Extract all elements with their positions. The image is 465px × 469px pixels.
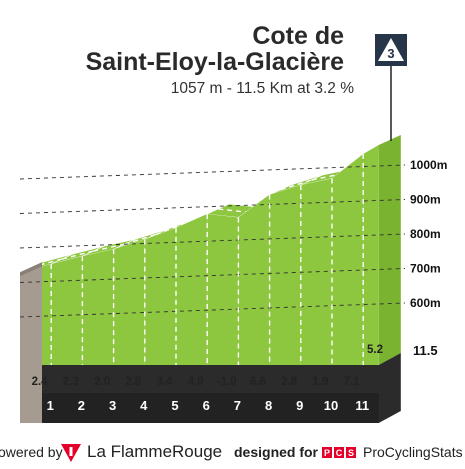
flamme-rouge-logo-icon xyxy=(61,444,81,462)
profile-front-face xyxy=(176,213,208,365)
profile-front-face xyxy=(82,249,114,365)
powered-by-text: owered by xyxy=(0,444,63,460)
km-marker: 7 xyxy=(234,398,241,413)
climb-title-line2: Saint-Eloy-la-Glacière xyxy=(85,48,344,76)
profile-front-face xyxy=(238,194,270,365)
top-face-dash xyxy=(280,179,313,191)
gradient-label: 2.4 xyxy=(32,376,49,388)
km-marker: 6 xyxy=(203,398,210,413)
gradient-label: 2.8 xyxy=(125,376,142,388)
gradient-label: 2.0 xyxy=(94,376,110,388)
top-face-dash xyxy=(124,233,157,245)
profile-front-face xyxy=(269,185,301,365)
climb-stats: 1057 m - 11.5 Km at 3.2 % xyxy=(170,80,354,97)
climb-category-badge: 3 xyxy=(375,34,407,141)
gradient-label: -1.0 xyxy=(217,376,237,388)
top-face-dash xyxy=(155,222,188,236)
altitude-tick-label: 700m xyxy=(410,262,441,276)
profile-base-front xyxy=(42,393,379,423)
profile-labels: 600m 700m 800m 900m 1000m 2.4 2.3 2.0 2.8 3.4 4.0 -… xyxy=(32,158,448,413)
altitude-tick-label: 800m xyxy=(410,227,441,241)
altitude-tick-label: 900m xyxy=(410,193,441,207)
gradient-label: 4.0 xyxy=(188,376,204,388)
profile-front-face xyxy=(51,256,83,365)
gradient-label: 5.2 xyxy=(367,344,383,356)
gradient-label: 6.6 xyxy=(250,376,266,388)
profile-front-face xyxy=(363,144,379,365)
altitude-gridline xyxy=(19,164,406,180)
altitude-tick-label: 1000m xyxy=(410,158,447,172)
km-marker: 5 xyxy=(171,398,178,413)
final-km-label: 11.5 xyxy=(413,343,438,358)
gradient-label: 2.3 xyxy=(63,376,79,388)
km-marker: 2 xyxy=(78,398,85,413)
km-marker: 4 xyxy=(140,398,148,413)
gradient-label: 3.4 xyxy=(156,376,173,388)
profile-front-face xyxy=(207,213,239,365)
climb-title-line1: Cote de xyxy=(252,22,344,50)
km-marker: 8 xyxy=(265,398,272,413)
km-marker: 3 xyxy=(109,398,116,413)
gradient-label: 2.8 xyxy=(281,376,298,388)
gradient-label: 1.9 xyxy=(312,376,328,388)
altitude-gridline xyxy=(19,233,406,249)
gradient-label: 7.1 xyxy=(344,376,361,388)
km-marker: 10 xyxy=(324,398,338,413)
profile-front-face xyxy=(113,239,145,365)
climb-profile-chart: 600m 700m 800m 900m 1000m 2.4 2.3 2.0 2.8 3.4 4.0 -… xyxy=(19,34,448,423)
profile-front-face xyxy=(144,227,176,365)
profile-front-face xyxy=(332,153,364,365)
profile-front-layer xyxy=(19,144,406,423)
category-number: 3 xyxy=(387,46,394,61)
svg-text:S: S xyxy=(348,448,354,458)
footer-bar: owered by La FlammeRouge designed for P … xyxy=(0,440,465,469)
altitude-tick-label: 600m xyxy=(410,296,441,310)
altitude-gridline xyxy=(19,302,406,318)
procyclingstats-brand: ProCyclingStats xyxy=(363,444,463,460)
altitude-gridline xyxy=(19,199,406,214)
profile-end-face xyxy=(378,134,401,365)
designed-for-text: designed for xyxy=(234,444,319,460)
altitude-gridline xyxy=(19,268,406,283)
profile-start-edge xyxy=(20,262,42,277)
km-marker: 11 xyxy=(355,398,369,413)
km-marker: 1 xyxy=(47,398,54,413)
profile-start-wall xyxy=(20,262,42,423)
svg-text:P: P xyxy=(324,448,330,458)
svg-text:C: C xyxy=(336,448,343,458)
pcs-badge-icon: P C S xyxy=(322,447,356,458)
km-marker: 9 xyxy=(296,398,303,413)
la-flamme-rouge-brand: La FlammeRouge xyxy=(87,442,223,461)
